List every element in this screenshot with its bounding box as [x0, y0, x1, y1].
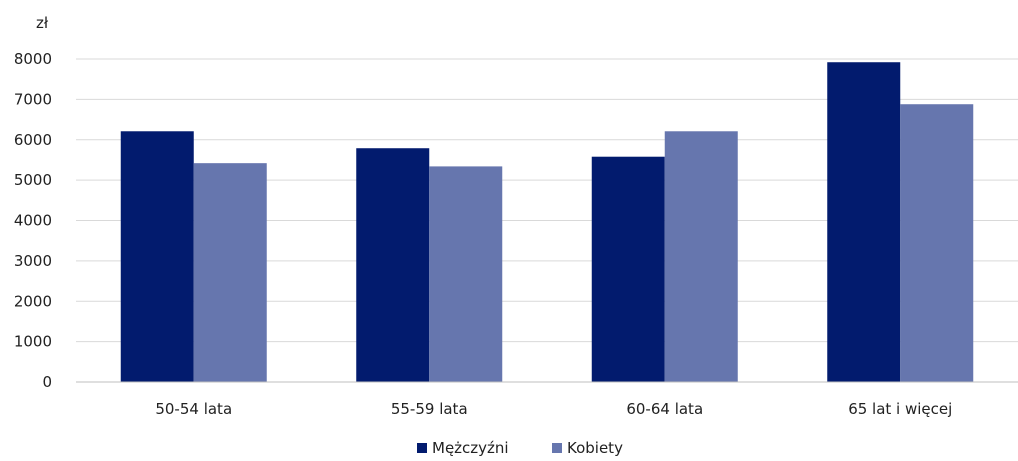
y-axis: zł 0 1000 2000 3000 4000 5000 6000 7000 8000 [14, 14, 52, 391]
bar-women [429, 166, 503, 382]
y-tick-label: 8000 [14, 50, 52, 68]
y-tick-label: 7000 [14, 90, 52, 108]
bar-men [827, 62, 901, 382]
y-tick-label: 5000 [14, 171, 52, 189]
bar-men [356, 148, 430, 382]
legend-label: Mężczyźni [432, 439, 509, 457]
x-axis: 50-54 lata 55-59 lata 60-64 lata 65 lat i w… [76, 381, 1018, 418]
bar-women [664, 131, 738, 382]
bar-women [193, 163, 267, 382]
y-unit-label: zł [36, 14, 49, 32]
x-tick-label: 65 lat i więcej [848, 400, 952, 418]
y-tick-label: 6000 [14, 131, 52, 149]
y-tick-label: 2000 [14, 292, 52, 310]
x-tick-label: 60-64 lata [626, 400, 703, 418]
y-tick-label: 1000 [14, 333, 52, 351]
legend-swatch [552, 443, 562, 453]
x-tick-label: 55-59 lata [391, 400, 468, 418]
y-tick-label: 3000 [14, 252, 52, 270]
legend-swatch [417, 443, 427, 453]
y-tick-label: 4000 [14, 212, 52, 230]
legend: Mężczyźni Kobiety [417, 439, 623, 457]
y-tick-label: 0 [42, 373, 52, 391]
bar-men [591, 156, 665, 382]
bars [120, 62, 974, 382]
bar-men [120, 131, 194, 382]
legend-label: Kobiety [567, 439, 623, 457]
x-tick-label: 50-54 lata [155, 400, 232, 418]
bar-women [900, 104, 974, 382]
